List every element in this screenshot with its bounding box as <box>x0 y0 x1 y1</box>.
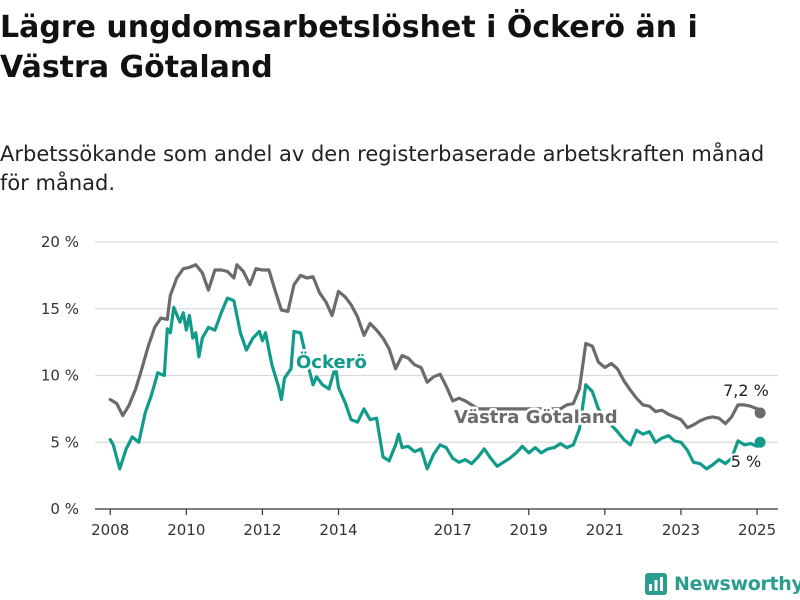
newsworthy-logo-icon <box>645 573 667 595</box>
x-tick-label: 2014 <box>319 521 357 539</box>
end-value-label-vastra: 7,2 % <box>723 381 769 400</box>
x-tick-label: 2021 <box>586 521 624 539</box>
x-tick-label: 2019 <box>510 521 548 539</box>
y-tick-label: 10 % <box>41 367 79 385</box>
x-tick-label: 2023 <box>662 521 700 539</box>
series-end-point-vastra <box>754 407 766 419</box>
chart-title: Lägre ungdomsarbetslöshet i Öckerö än i … <box>0 10 698 85</box>
newsworthy-logo-text: Newsworthy <box>674 573 800 595</box>
newsworthy-logo: Newsworthy <box>644 570 800 598</box>
series-end-point-ockero <box>754 436 766 448</box>
x-tick-label: 2008 <box>91 521 129 539</box>
x-tick-label: 2012 <box>243 521 281 539</box>
x-tick-label: 2010 <box>167 521 205 539</box>
x-tick-label: 2025 <box>738 521 776 539</box>
series-line-vastra <box>108 263 762 430</box>
y-tick-label: 5 % <box>50 433 79 451</box>
y-tick-label: 15 % <box>41 300 79 318</box>
x-tick-label: 2017 <box>434 521 472 539</box>
series-line-ockero <box>108 296 762 471</box>
series-label-vastra: Västra Götaland <box>454 407 618 428</box>
chart-subtitle: Arbetssökande som andel av den registerb… <box>0 142 765 195</box>
y-tick-label: 20 % <box>41 233 79 251</box>
y-tick-label: 0 % <box>50 500 79 518</box>
series-label-ockero: Öckerö <box>296 351 367 373</box>
end-value-label-ockero: 5 % <box>731 452 761 471</box>
